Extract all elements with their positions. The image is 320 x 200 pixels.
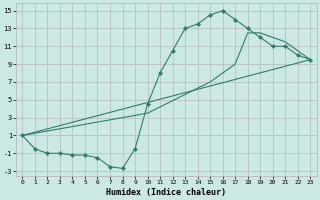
X-axis label: Humidex (Indice chaleur): Humidex (Indice chaleur): [106, 188, 226, 197]
